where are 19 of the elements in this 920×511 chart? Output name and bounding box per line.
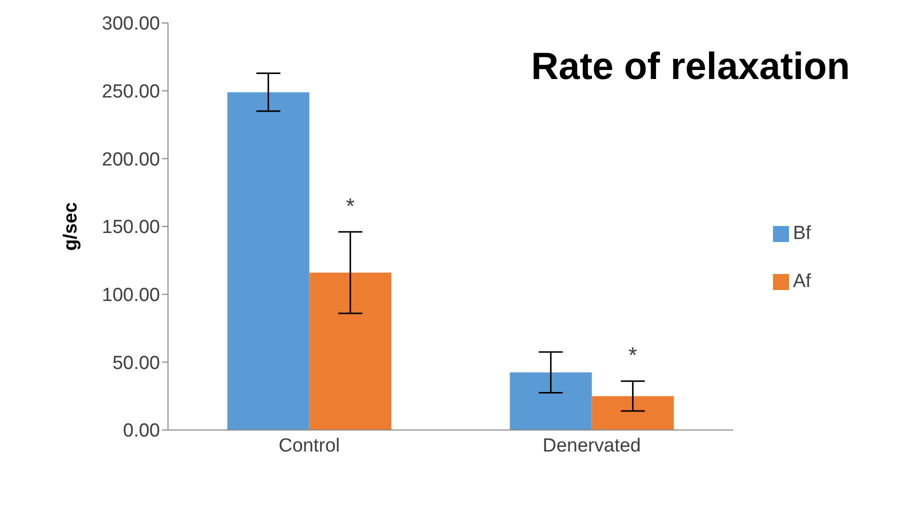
y-tick-label: 150.00 [102, 217, 160, 238]
x-tick-label: Denervated [542, 435, 641, 456]
annotation: * [628, 342, 638, 368]
x-tick-label: Control [278, 435, 340, 456]
legend-label: Bf [793, 223, 811, 244]
y-tick-label: 0.00 [123, 420, 160, 442]
y-tick-label: 250.00 [102, 82, 160, 103]
y-axis-title: g/sec [60, 202, 82, 251]
bar [309, 272, 392, 430]
legend-label: Af [793, 271, 811, 292]
y-tick-label: 300.00 [102, 14, 160, 35]
text: Rate of relaxation [531, 46, 850, 89]
y-tick-label: 100.00 [102, 285, 160, 306]
bar [510, 372, 592, 430]
y-tick-label: 200.00 [102, 149, 160, 170]
y-tick-label: 50.00 [112, 352, 160, 374]
bar [227, 92, 310, 430]
bar [592, 396, 674, 430]
annotation: * [346, 193, 356, 218]
